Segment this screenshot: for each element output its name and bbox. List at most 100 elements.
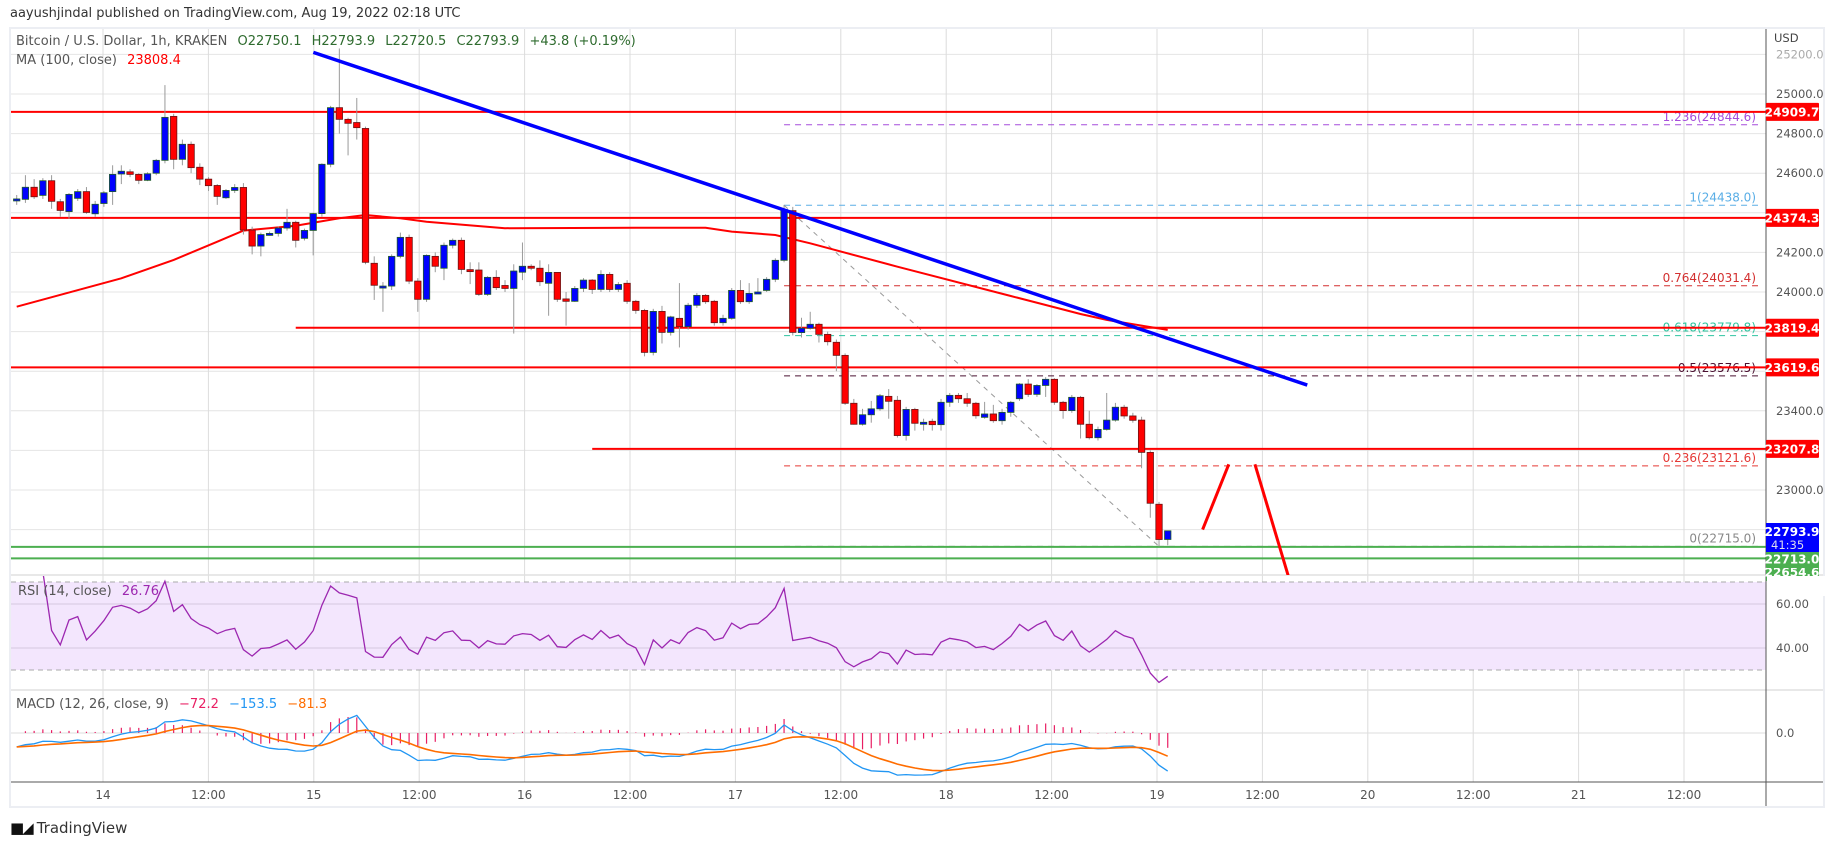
candle-body-up [667,316,675,333]
price-tick-label: 24600.0 [1776,166,1824,180]
candle-body-up [117,170,125,175]
candle [388,254,396,291]
candle-body-up [684,304,692,328]
macd-line [16,714,1169,776]
candle [745,283,753,304]
tradingview-logo[interactable]: ■◢ TradingView [10,819,127,837]
candle-body-down [239,187,248,231]
fib-level-label: 1(24438.0) [1689,190,1756,204]
candle-body-down [832,341,840,356]
candle [361,126,370,265]
macd-signal-value: −81.3 [287,697,328,712]
low-value: L22720.5 [385,34,447,49]
candle-body-down [405,236,413,282]
candle-body-down [623,282,631,302]
time-tick-label: 12:00 [1456,788,1491,802]
rsi-label: RSI (14, close) [18,584,112,599]
candle [1068,394,1076,413]
candle [170,113,178,170]
candle [562,292,570,326]
candle [492,270,500,291]
candle-body-down [1076,396,1085,425]
projection-up-stroke [1201,463,1231,531]
candle [1042,377,1050,397]
candle-body-down [911,409,919,424]
candle-body-up [422,254,431,300]
candle [937,398,945,431]
candle [693,292,701,308]
candle [1103,392,1111,431]
candle [379,282,387,312]
candle-body-up [152,159,160,174]
candle-body-down [501,285,509,289]
candle-body-down [196,166,204,180]
candle [893,395,902,438]
candle-body-down [135,173,143,181]
candle-body-up [597,273,605,290]
ma100-polyline [16,213,1168,331]
candle [82,187,91,214]
candle-body-up [379,285,387,289]
candle-body-up [1068,396,1076,412]
symbol-legend: Bitcoin / U.S. Dollar, 1h, KRAKEN O22750… [16,34,642,49]
candle [780,204,788,263]
candle [161,85,169,164]
candle [981,401,989,419]
candle [841,353,849,405]
candle [222,189,230,199]
level-price-label-box [1766,439,1819,458]
candle [719,314,727,326]
candle [405,234,413,285]
candle [283,208,291,231]
candle-body-down [187,143,195,169]
time-tick-label: 15 [306,788,321,802]
drawings [312,50,1308,575]
candle [885,389,893,419]
candle [832,339,840,372]
candle-body-up [327,107,335,165]
candles [13,48,1172,547]
candle-body-down [414,280,422,300]
candle-body-up [309,213,317,231]
candle [911,407,919,431]
rsi-tick-label: 40.00 [1776,641,1809,655]
rsi-legend[interactable]: RSI (14, close) 26.76 [18,584,165,599]
ma-legend[interactable]: MA (100, close) 23808.4 [16,53,187,68]
candle [13,194,21,205]
candle [954,392,963,403]
candle [65,193,73,219]
candle-body-up [510,270,518,289]
candle [239,183,248,235]
candle [117,165,125,185]
candle [1007,400,1015,417]
candle-body-down [963,398,971,404]
candle-body-up [763,278,771,291]
candle-body-up [1103,419,1111,430]
candle [309,212,317,256]
candle [928,418,936,431]
fib-level-label: 0.236(23121.6) [1663,451,1756,465]
candle-body-down [170,115,178,160]
candle-body-down [370,262,378,286]
candle [396,232,404,259]
currency-label: USD [1774,31,1799,45]
candle-body-down [675,317,684,328]
ma100-line [16,213,1168,331]
candle [1076,395,1085,439]
candle-body-up [231,187,239,191]
price-tick-label: 24800.0 [1776,127,1824,141]
fib-level-label: 0.764(24031.4) [1663,271,1756,285]
candle [536,260,544,287]
price-tick-label: 23400.0 [1776,404,1824,418]
candle-body-up [1033,385,1041,395]
candle [100,191,108,207]
candle-body-down [885,395,893,402]
macd-signal-line [16,724,1169,772]
candle [510,264,518,334]
candle [440,242,448,281]
candle [867,400,875,423]
candle-body-down [30,186,38,198]
candle-body-down [213,185,221,197]
macd-legend[interactable]: MACD (12, 26, close, 9) −72.2 −153.5 −81… [16,697,333,712]
